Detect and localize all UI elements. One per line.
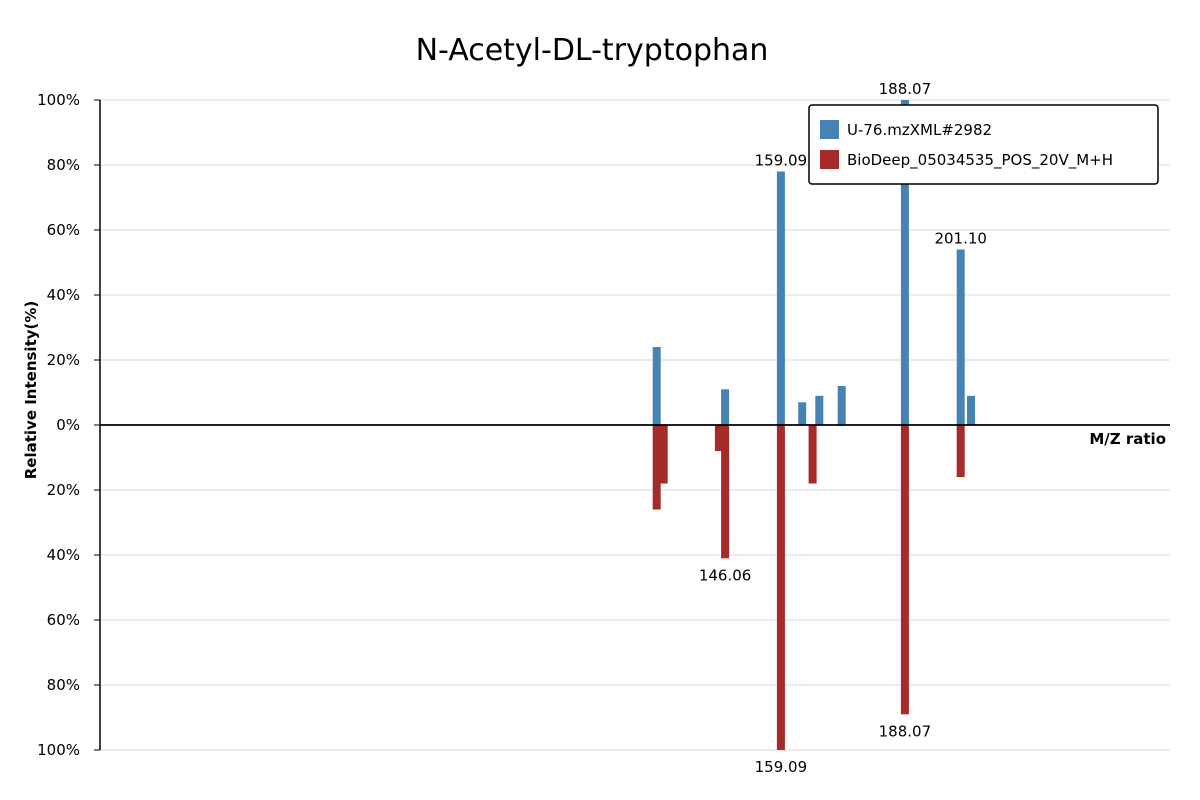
query-peak-bar <box>815 395 824 426</box>
query-peak-bar <box>776 171 785 425</box>
reference-peak-label: 146.06 <box>699 566 752 584</box>
y-tick-label: 40% <box>47 286 80 304</box>
reference-peak-bar <box>659 425 668 484</box>
y-tick-label: 80% <box>47 676 80 694</box>
reference-peak-bar <box>652 425 661 510</box>
y-tick-label: 100% <box>37 91 80 109</box>
query-peak-bar <box>798 402 807 426</box>
query-peak-bar <box>900 100 909 425</box>
peak-labels: 159.09 188.07 201.10 146.06 159.09 188.07 <box>699 80 987 776</box>
gridlines <box>100 99 1170 751</box>
legend-box <box>808 104 1159 185</box>
y-tick-label: 60% <box>47 611 80 629</box>
reference-peak-label: 188.07 <box>879 722 932 740</box>
query-peak-label: 159.09 <box>755 152 808 170</box>
reference-peak-bar <box>714 425 723 451</box>
spectrum-bars <box>652 100 975 750</box>
y-tick-label: 0% <box>56 416 80 434</box>
y-tick-label: 60% <box>47 221 80 239</box>
y-tick-label: 20% <box>47 351 80 369</box>
y-tick-label: 40% <box>47 546 80 564</box>
query-peak-bar <box>652 347 661 425</box>
legend-label-series-1: U-76.mzXML#2982 <box>847 121 992 139</box>
y-tick-label: 20% <box>47 481 80 499</box>
chart-title: N-Acetyl-DL-tryptophan <box>416 33 769 68</box>
legend-label-series-2: BioDeep_05034535_POS_20V_M+H <box>847 151 1113 170</box>
x-axis-title: M/Z ratio <box>1089 430 1166 448</box>
y-axis-title: Relative Intensity(%) <box>22 301 40 480</box>
query-peak-bar <box>721 389 730 426</box>
y-tick-label: 100% <box>37 741 80 759</box>
reference-peak-bar <box>956 425 965 477</box>
reference-peak-bar <box>808 425 817 484</box>
reference-peak-label: 159.09 <box>755 758 808 776</box>
legend-swatch-series-2 <box>820 150 839 169</box>
query-peak-label: 201.10 <box>934 230 987 248</box>
reference-peak-bar <box>776 425 785 750</box>
query-peak-bar <box>956 249 965 425</box>
reference-peak-bar <box>721 425 730 559</box>
query-peak-bar <box>967 395 975 426</box>
query-peak-bar <box>837 386 846 425</box>
reference-peak-bar <box>900 425 909 715</box>
legend: U-76.mzXML#2982 BioDeep_05034535_POS_20V… <box>808 104 1159 185</box>
y-axis-ticks: 100% 80% 60% 40% 20% 0% 20% 40% 60% 80% 100% <box>37 91 100 759</box>
query-peak-label: 188.07 <box>879 80 932 98</box>
legend-swatch-series-1 <box>820 120 839 139</box>
y-tick-label: 80% <box>47 156 80 174</box>
